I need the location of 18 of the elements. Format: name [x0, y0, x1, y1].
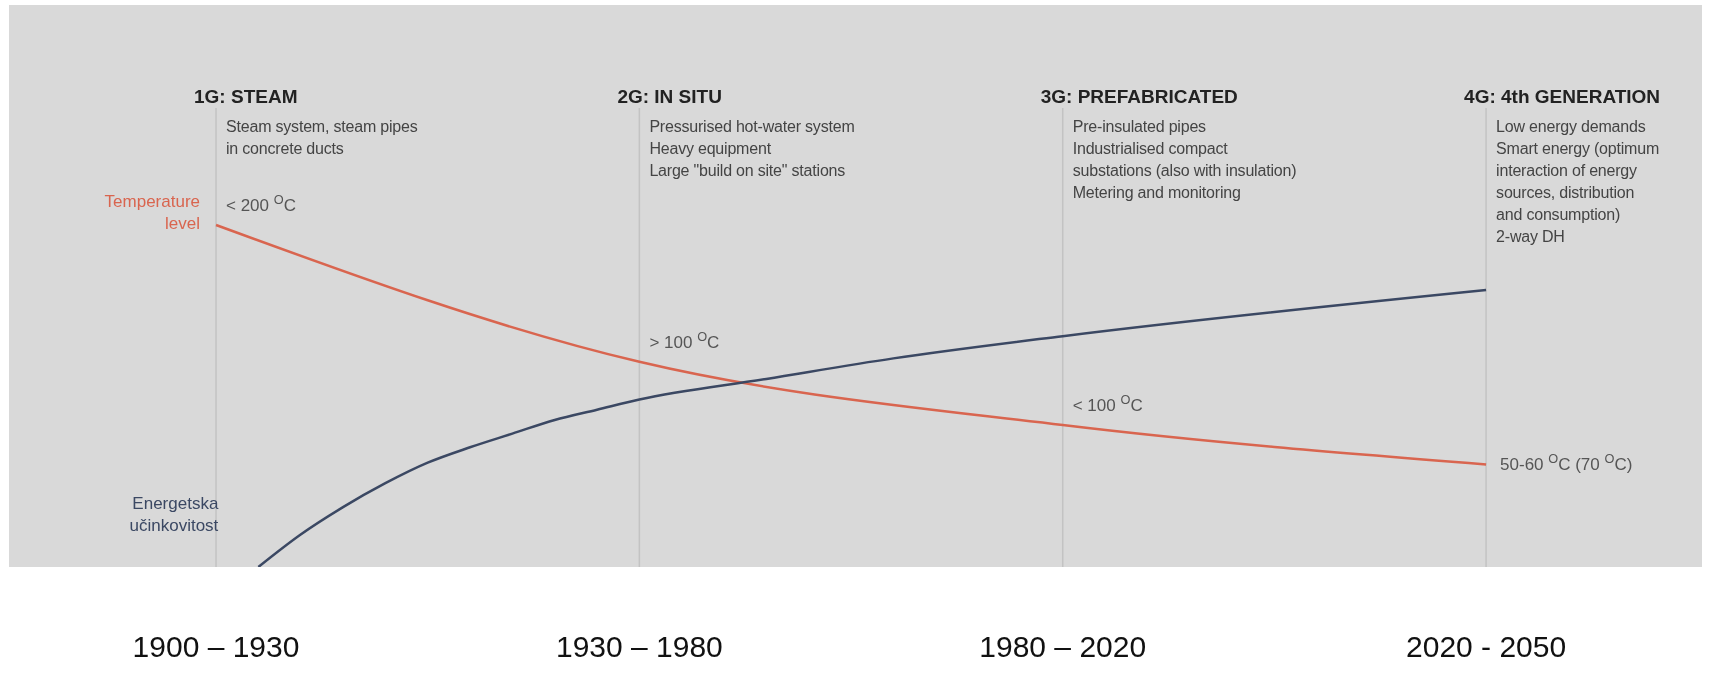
- text: Steam system, steam pipes in concrete ducts: [226, 117, 418, 159]
- annotation: < 200 $^{O}$C: [226, 191, 296, 215]
- x-tick-label: 1900 – 1930: [132, 630, 300, 663]
- annotation: < 100 $^{O}$C: [1072, 391, 1143, 416]
- text: 2G: IN SITU: [617, 86, 722, 108]
- x-tick-label: 2020 - 2050: [1406, 630, 1567, 663]
- text: 1G: STEAM: [194, 86, 298, 108]
- text: 3G: PREFABRICATED: [1040, 86, 1238, 108]
- text: Pre-insulated pipes Industrialised compact substations (also with insulation) Metering and monitoring: [1072, 117, 1297, 203]
- annotation: Low energy demands Smart energy (optimum interaction of energy sources, distribution and consumption) 2-way DH: [1496, 117, 1660, 247]
- annotation: 50-60 $^{O}$C (70 $^{O}$C): [1500, 450, 1633, 475]
- x-tick-label: 1980 – 2020: [979, 630, 1147, 663]
- text: 4G: 4th GENERATION: [1464, 86, 1661, 108]
- annotation: > 100 $^{O}$C: [649, 328, 720, 352]
- text: Energetska učinkovitost: [129, 494, 219, 535]
- series-label: Temperature level: [104, 192, 201, 233]
- text: Pressurised hot-water system Heavy equipment Large "build on site" stations: [649, 117, 855, 181]
- x-tick-label: 1930 – 1980: [555, 630, 723, 663]
